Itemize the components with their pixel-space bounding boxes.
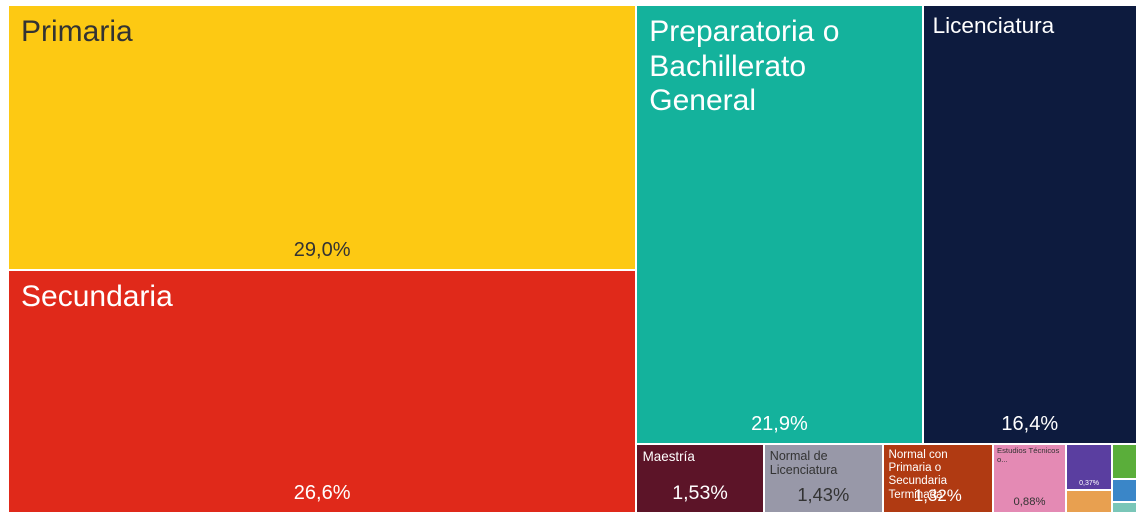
value-label: 1,53% (672, 482, 728, 505)
value-label: 21,9% (751, 413, 808, 436)
value-label: 26,6% (293, 481, 351, 504)
treemap-cell (1066, 490, 1112, 513)
cell-label: Preparatoria o Bachillerato General (649, 15, 840, 117)
value-label: 16,4% (1001, 413, 1059, 436)
treemap-cell (1112, 478, 1137, 502)
cell-label: Licenciatura (932, 12, 1055, 38)
treemap-cell: Secundaria 26,6% (8, 269, 637, 513)
treemap-cell: Licenciatura 16,4% (922, 5, 1137, 445)
cell-label: Primaria (21, 15, 133, 48)
value-label: 0,37% (1079, 479, 1100, 487)
treemap-cell: 0,37% (1066, 444, 1112, 491)
treemap-cell (1112, 501, 1137, 513)
value-label: 29,0% (293, 238, 351, 261)
treemap-cell: Primaria 29,0% (8, 5, 637, 270)
value-label: 1,32% (913, 486, 962, 506)
cell-label: Secundaria (21, 279, 173, 313)
cell-label: Maestría (642, 449, 695, 465)
value-label: 1,43% (797, 483, 850, 505)
treemap-cell: Preparatoria o Bachillerato General 21,9% (636, 5, 923, 445)
treemap-cell: Normal con Primaria o Secundaria Termina… (882, 444, 993, 513)
treemap-cell: Normal de Licenciatura 1,43% (763, 444, 883, 513)
treemap-cell (1112, 444, 1137, 479)
cell-label: Estudios Técnicos o... (996, 446, 1060, 465)
value-label: 0,88% (1013, 496, 1046, 509)
cell-label: Normal con Primaria o Secundaria Termina… (888, 448, 948, 501)
treemap-cell: Estudios Técnicos o... 0,88% (992, 444, 1067, 513)
treemap-cell: Maestría 1,53% (636, 444, 764, 513)
cell-label: Normal de Licenciatura (769, 448, 838, 478)
